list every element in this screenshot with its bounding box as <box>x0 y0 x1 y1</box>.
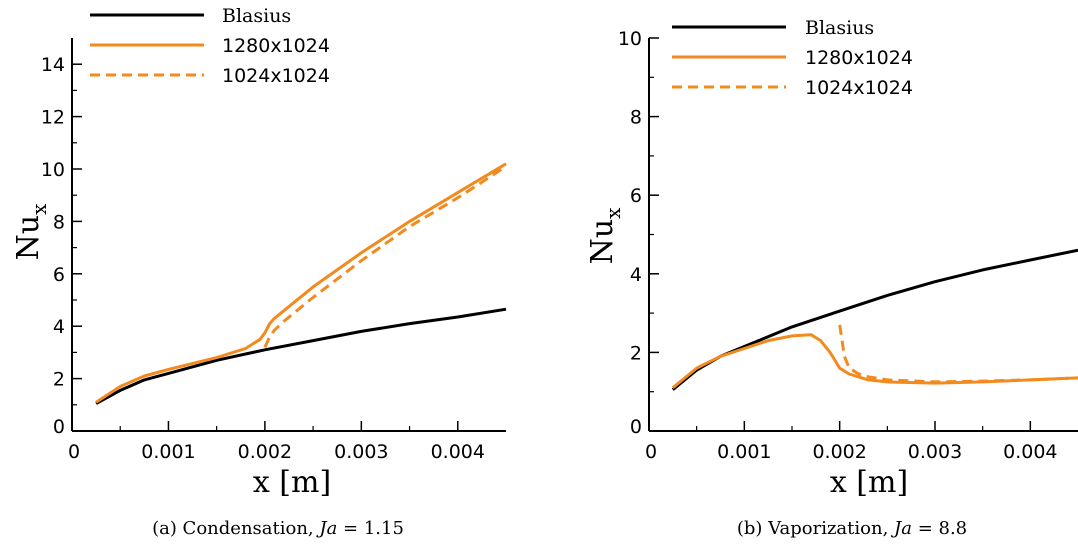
x-tick-label: 0.002 <box>238 441 292 463</box>
y-axis-label: Nux <box>11 203 51 261</box>
y-tick-label: 2 <box>53 369 65 391</box>
y-tick-label: 4 <box>53 316 65 338</box>
x-tick-label: 0.004 <box>431 441 485 463</box>
x-tick-label: 0.004 <box>1003 441 1057 463</box>
ticks: 0 0.001 0.002 0.003 0.004 0 2 4 6 8 10 <box>618 28 1058 463</box>
x-tick-label: 0 <box>645 441 657 463</box>
y-tick-label: 14 <box>41 54 65 76</box>
legend-label: Blasius <box>805 17 874 39</box>
y-tick-label: 6 <box>53 264 65 286</box>
series-line-1024x1024 <box>838 324 1078 384</box>
chart-panel-vaporization: 0 0.001 0.002 0.003 0.004 0 2 4 6 8 10 Blasius 1280… <box>585 17 1078 539</box>
plot-lines <box>671 248 1078 391</box>
y-tick-label: 2 <box>630 342 642 364</box>
y-tick-label: 10 <box>41 159 65 181</box>
chart-panel-condensation: 0 0.001 0.002 0.003 0.004 0 2 4 6 8 10 12 14 Blasius… <box>11 5 507 539</box>
x-tick-label: 0 <box>68 441 80 463</box>
y-tick-label: 0 <box>53 416 65 438</box>
y-tick-label: 4 <box>630 264 642 286</box>
y-tick-label: 0 <box>630 416 642 438</box>
legend: Blasius 1280x1024 1024x1024 <box>90 5 330 87</box>
caption: (a) Condensation, Ja = 1.15 <box>152 518 404 539</box>
x-tick-label: 0.002 <box>812 441 866 463</box>
x-axis-label: x [m] <box>830 465 908 500</box>
legend-label: 1280x1024 <box>805 47 913 69</box>
series-line-blasius <box>671 248 1078 391</box>
ticks: 0 0.001 0.002 0.003 0.004 0 2 4 6 8 10 12 14 <box>41 54 485 463</box>
series-line-1024x1024 <box>263 165 507 348</box>
y-tick-label: 8 <box>630 107 642 129</box>
series-line-1280x1024 <box>95 162 507 404</box>
y-tick-label: 10 <box>618 28 642 50</box>
y-tick-label: 8 <box>53 211 65 233</box>
y-axis-label: Nux <box>585 207 625 265</box>
plot-lines <box>95 162 507 405</box>
axes <box>71 38 506 432</box>
legend-label: 1024x1024 <box>222 65 330 87</box>
legend: Blasius 1280x1024 1024x1024 <box>672 17 913 99</box>
x-tick-label: 0.001 <box>141 441 195 463</box>
y-tick-label: 12 <box>41 107 65 129</box>
series-line-blasius <box>95 307 507 405</box>
x-axis-label: x [m] <box>253 465 331 500</box>
legend-label: Blasius <box>222 5 291 27</box>
x-tick-label: 0.003 <box>908 441 962 463</box>
legend-label: 1024x1024 <box>805 77 913 99</box>
x-tick-label: 0.003 <box>334 441 388 463</box>
caption: (b) Vaporization, Ja = 8.8 <box>737 518 967 539</box>
x-tick-label: 0.001 <box>717 441 771 463</box>
y-tick-label: 6 <box>630 185 642 207</box>
legend-label: 1280x1024 <box>222 35 330 57</box>
